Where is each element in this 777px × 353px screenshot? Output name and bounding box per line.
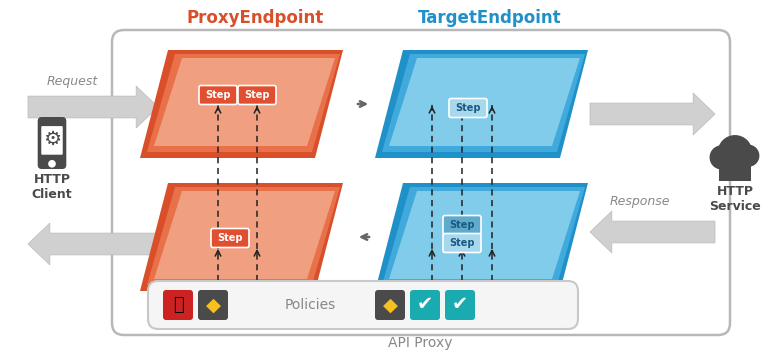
Polygon shape xyxy=(590,93,715,135)
Polygon shape xyxy=(389,191,580,279)
Bar xyxy=(721,149,726,165)
FancyBboxPatch shape xyxy=(443,215,481,234)
FancyBboxPatch shape xyxy=(148,281,578,329)
Text: Policies: Policies xyxy=(284,298,336,312)
FancyBboxPatch shape xyxy=(163,290,193,320)
Text: Step: Step xyxy=(449,220,475,230)
Bar xyxy=(720,163,751,181)
Text: Step: Step xyxy=(455,103,481,113)
Polygon shape xyxy=(154,191,335,279)
Circle shape xyxy=(710,146,733,169)
Polygon shape xyxy=(140,183,343,291)
Text: ✔: ✔ xyxy=(451,295,469,315)
Polygon shape xyxy=(147,187,340,285)
Text: Response: Response xyxy=(610,195,671,208)
Circle shape xyxy=(719,136,751,169)
Bar xyxy=(744,149,749,165)
Text: HTTP
Service: HTTP Service xyxy=(709,185,761,213)
Polygon shape xyxy=(375,183,588,291)
Circle shape xyxy=(49,161,55,167)
Text: ✔: ✔ xyxy=(416,295,434,315)
Polygon shape xyxy=(389,58,580,146)
Text: Request: Request xyxy=(47,74,98,88)
FancyBboxPatch shape xyxy=(112,30,730,335)
Text: Step: Step xyxy=(218,233,242,243)
FancyBboxPatch shape xyxy=(238,85,276,104)
FancyBboxPatch shape xyxy=(443,233,481,252)
FancyBboxPatch shape xyxy=(198,290,228,320)
FancyBboxPatch shape xyxy=(38,117,66,169)
Text: HTTP
Client: HTTP Client xyxy=(32,173,72,201)
Text: 🔒: 🔒 xyxy=(172,296,183,314)
Bar xyxy=(733,149,737,165)
Text: Step: Step xyxy=(449,238,475,248)
Text: ◆: ◆ xyxy=(382,295,398,315)
Polygon shape xyxy=(28,223,158,265)
FancyBboxPatch shape xyxy=(445,290,475,320)
Text: ⚙: ⚙ xyxy=(43,130,61,149)
Polygon shape xyxy=(382,54,585,152)
Polygon shape xyxy=(590,211,715,253)
Text: ◆: ◆ xyxy=(205,295,221,315)
Text: TargetEndpoint: TargetEndpoint xyxy=(418,9,562,27)
Polygon shape xyxy=(382,187,585,285)
Text: Step: Step xyxy=(244,90,270,100)
FancyBboxPatch shape xyxy=(375,290,405,320)
Text: ProxyEndpoint: ProxyEndpoint xyxy=(186,9,324,27)
Polygon shape xyxy=(147,54,340,152)
Polygon shape xyxy=(140,50,343,158)
Polygon shape xyxy=(375,50,588,158)
Polygon shape xyxy=(154,58,335,146)
Polygon shape xyxy=(28,86,158,128)
Text: API Proxy: API Proxy xyxy=(388,336,452,350)
Text: Step: Step xyxy=(205,90,231,100)
FancyBboxPatch shape xyxy=(410,290,440,320)
FancyBboxPatch shape xyxy=(199,85,237,104)
FancyBboxPatch shape xyxy=(449,98,487,118)
FancyBboxPatch shape xyxy=(41,126,63,155)
Circle shape xyxy=(738,145,758,166)
FancyBboxPatch shape xyxy=(211,228,249,247)
